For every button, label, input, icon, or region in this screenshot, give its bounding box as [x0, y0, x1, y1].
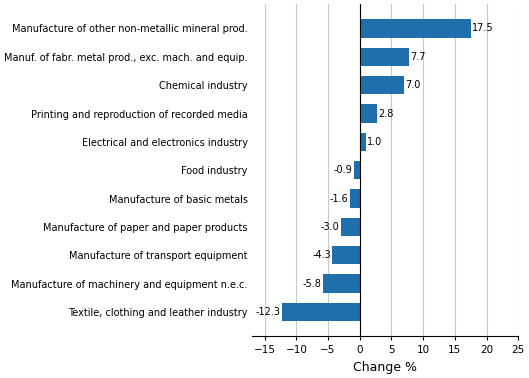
Text: 7.7: 7.7	[410, 52, 425, 62]
Bar	[350, 189, 360, 208]
Bar	[360, 104, 378, 123]
Bar	[332, 246, 360, 265]
Text: -12.3: -12.3	[256, 307, 280, 317]
Text: 2.8: 2.8	[379, 108, 394, 119]
X-axis label: Change %: Change %	[353, 361, 417, 374]
Text: -4.3: -4.3	[313, 250, 331, 260]
Text: 1.0: 1.0	[367, 137, 382, 147]
Bar	[323, 274, 360, 293]
Bar	[360, 19, 471, 38]
Text: 17.5: 17.5	[472, 23, 494, 34]
Text: -5.8: -5.8	[303, 279, 322, 288]
Bar	[354, 161, 360, 180]
Bar	[341, 218, 360, 236]
Bar	[282, 303, 360, 321]
Text: -0.9: -0.9	[334, 165, 353, 175]
Bar	[360, 76, 404, 94]
Text: -3.0: -3.0	[321, 222, 340, 232]
Text: -1.6: -1.6	[330, 194, 348, 204]
Text: 7.0: 7.0	[405, 80, 421, 90]
Bar	[360, 48, 408, 66]
Bar	[360, 133, 366, 151]
